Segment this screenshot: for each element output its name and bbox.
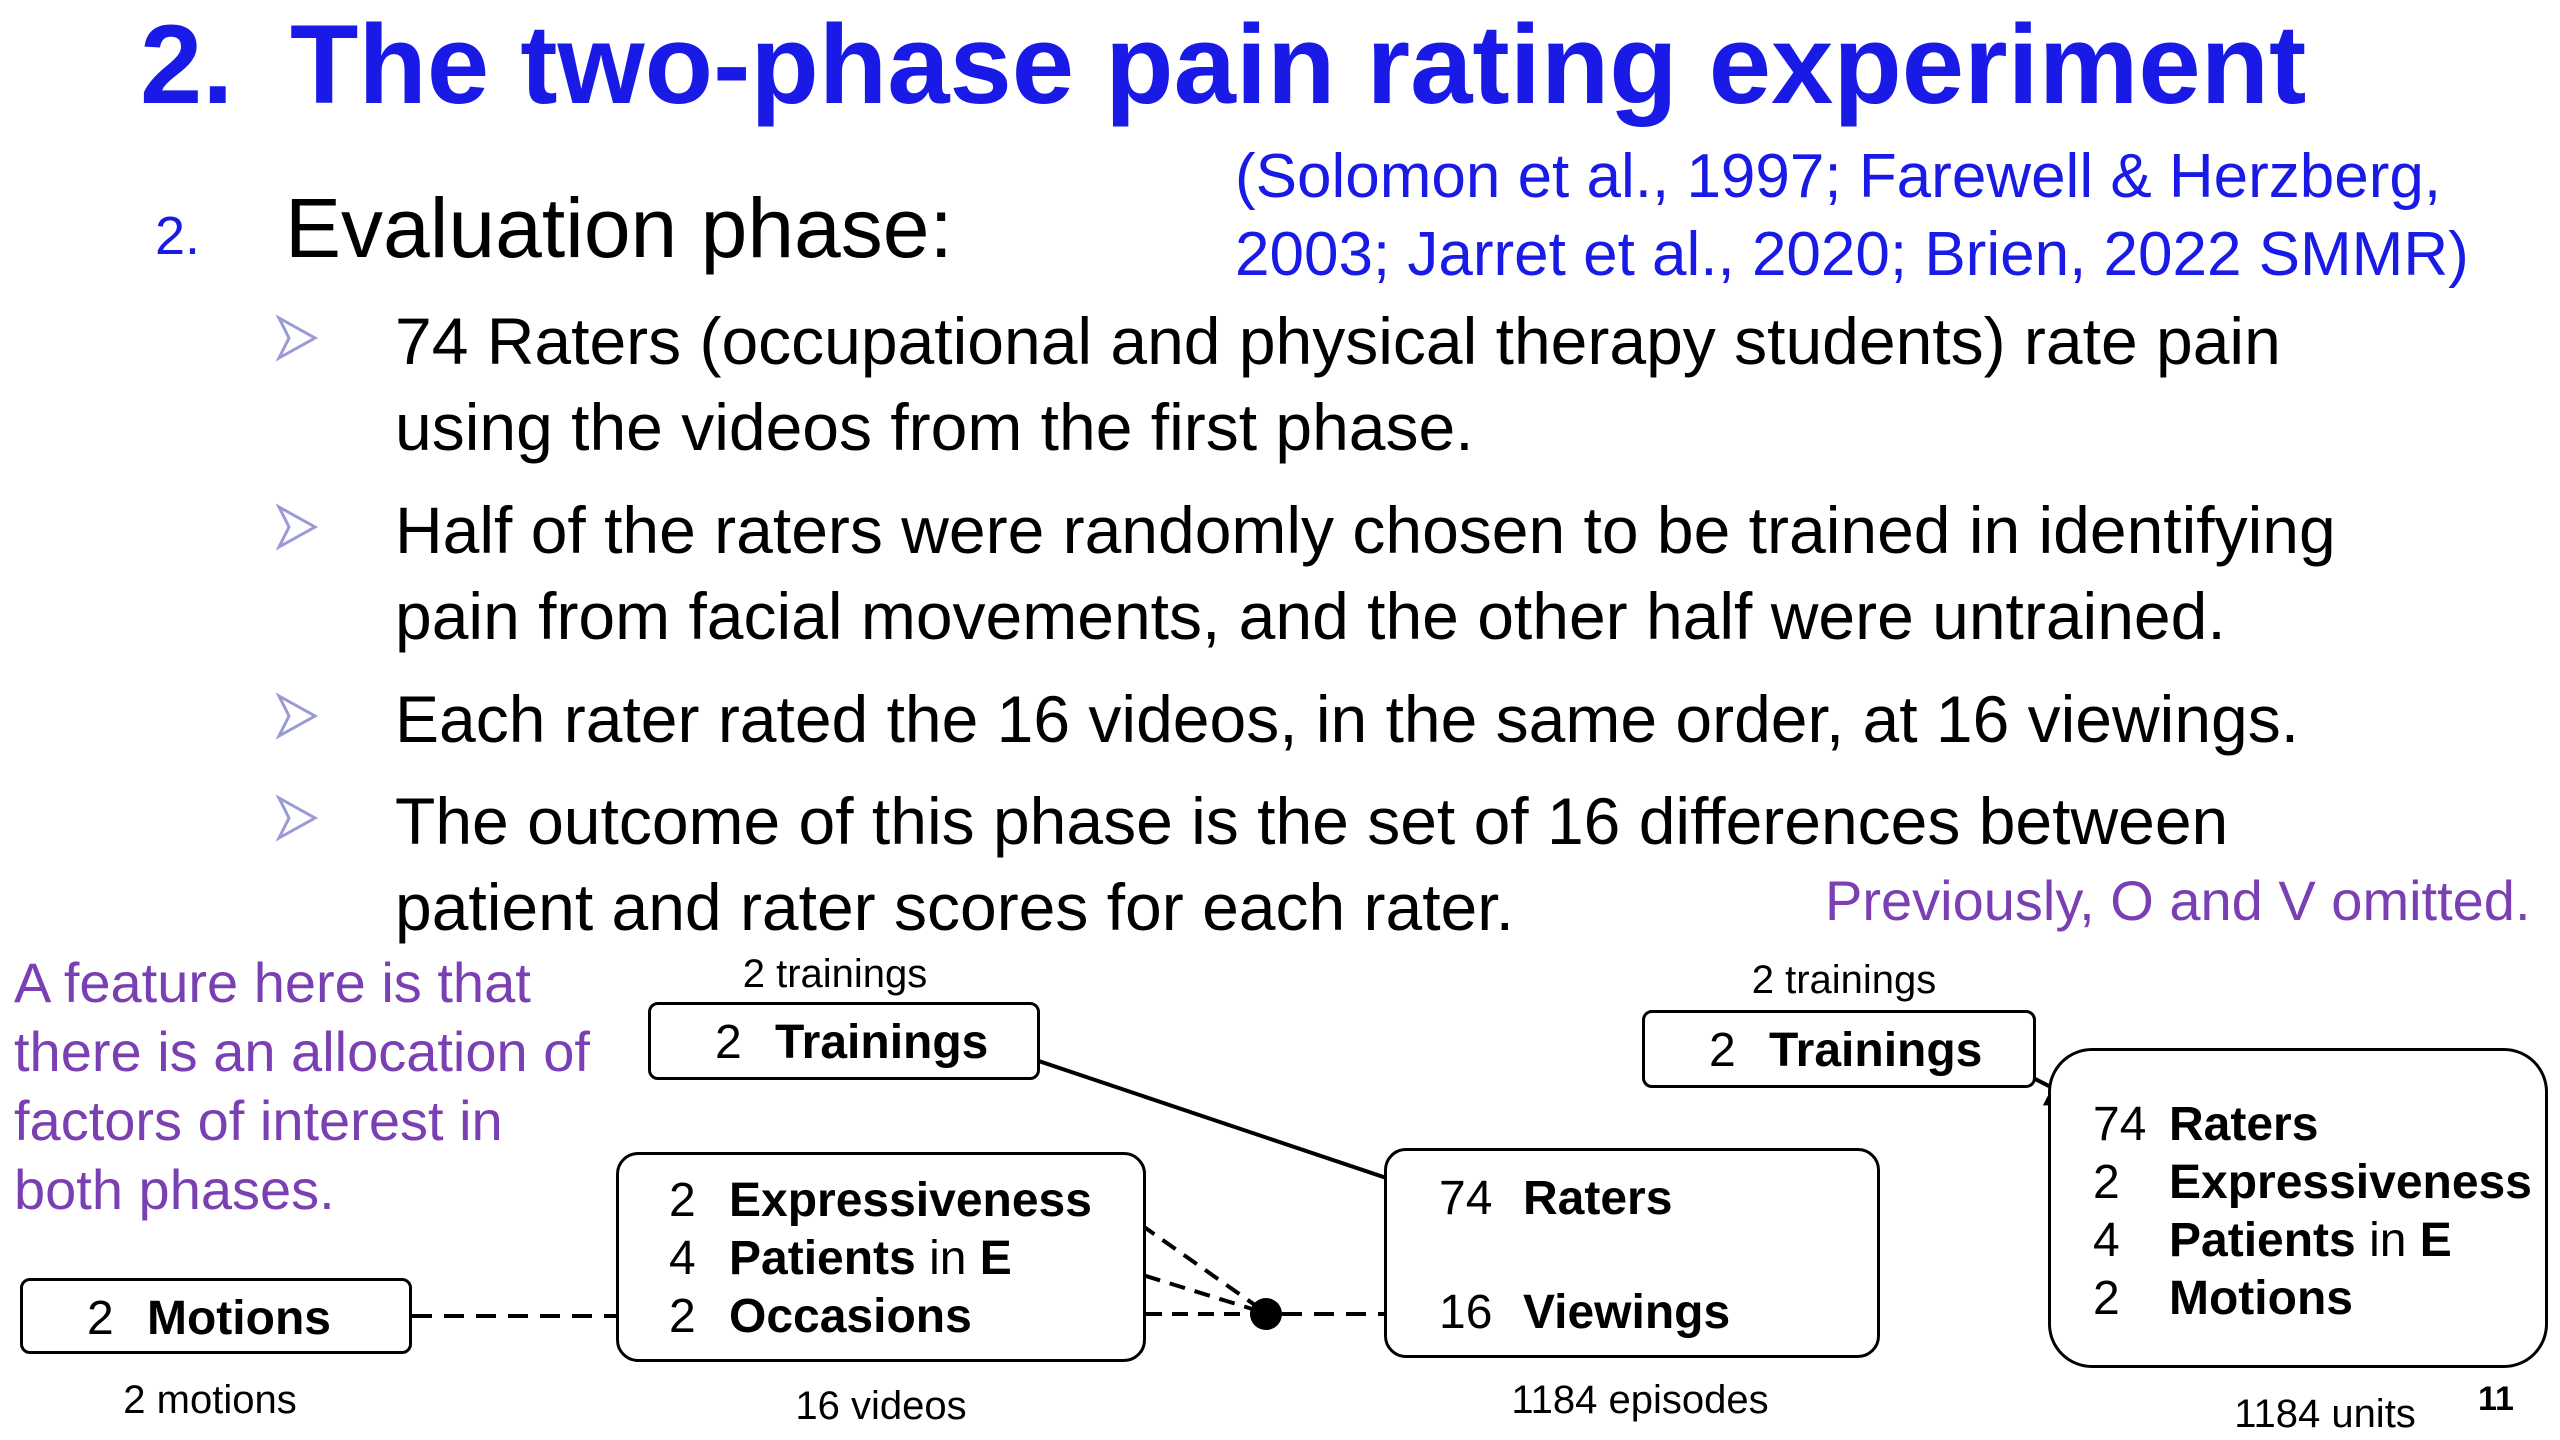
episodes-row-2-count: 16: [1439, 1286, 1493, 1339]
citation-line-2: 2003; Jarret et al., 2020; Brien, 2022 S…: [1235, 220, 2469, 289]
bullet-2-line-1: Half of the raters were randomly chosen …: [395, 493, 2336, 567]
motions-count: 2: [87, 1292, 114, 1345]
episodes-box: 74 Raters 16 Viewings: [1384, 1148, 1880, 1358]
units-row-3-suffix: in: [2355, 1214, 2420, 1267]
videos-row-3-count: 2: [669, 1290, 696, 1343]
units-row-1-count: 74: [2093, 1098, 2147, 1151]
arrowhead-bullet-icon: [275, 692, 319, 740]
trainings-left-count: 2: [715, 1016, 742, 1069]
bullet-2-line-2: pain from facial movements, and the othe…: [395, 579, 2226, 653]
videos-row-2-suffix: in: [915, 1232, 980, 1285]
units-row-4-name: Motions: [2169, 1272, 2353, 1325]
junction-dot: [1250, 1298, 1282, 1330]
arrowhead-bullet-icon: [275, 314, 319, 362]
note-left: A feature here is that there is an alloc…: [14, 951, 590, 1221]
episodes-caption: 1184 episodes: [1511, 1378, 1769, 1422]
units-row-4-count: 2: [2093, 1272, 2120, 1325]
note-right: Previously, O and V omitted.: [1825, 869, 2531, 932]
videos-row-2-count: 4: [669, 1232, 696, 1285]
bullet-4-line-2: patient and rater scores for each rater.: [395, 870, 1514, 944]
videos-caption: 16 videos: [795, 1384, 967, 1428]
arrowhead-bullet-icon: [275, 794, 319, 842]
trainings-box-right: 2 Trainings: [1642, 1010, 2036, 1088]
videos-row-3-name: Occasions: [729, 1290, 972, 1343]
section-number: 2.: [155, 206, 201, 266]
trainings-right-name: Trainings: [1769, 1024, 1983, 1077]
trainings-left-label: 2 trainings: [742, 952, 928, 996]
bullet-3-line-1: Each rater rated the 16 videos, in the s…: [395, 682, 2300, 756]
units-caption: 1184 units: [2234, 1392, 2416, 1436]
bullet-4-line-1: The outcome of this phase is the set of …: [395, 784, 2229, 858]
videos-row-2-name: Patients: [729, 1232, 916, 1285]
citation: (Solomon et al., 1997; Farewell & Herzbe…: [1235, 138, 2469, 294]
section-title: Evaluation phase:: [285, 181, 953, 275]
slide-title: 2. The two-phase pain rating experiment: [140, 0, 2306, 130]
bullet-1-line-1: 74 Raters (occupational and physical the…: [395, 304, 2281, 378]
title-number: 2.: [140, 2, 234, 127]
motions-box: 2 Motions: [20, 1278, 412, 1354]
title-text: The two-phase pain rating experiment: [290, 2, 2307, 127]
units-row-2-count: 2: [2093, 1156, 2120, 1209]
citation-line-1: (Solomon et al., 1997; Farewell & Herzbe…: [1235, 142, 2442, 211]
arrow-trainings-to-raters: [999, 1046, 1432, 1200]
videos-box: 2 Expressiveness 4 Patients in E 2 Occasion…: [616, 1152, 1146, 1362]
videos-row-2-nest: E: [979, 1232, 1012, 1285]
page-number: 11: [2478, 1380, 2514, 1418]
motions-label: Motions: [147, 1292, 331, 1345]
bullet-1-line-2: using the videos from the first phase.: [395, 390, 1474, 464]
motions-caption: 2 motions: [123, 1378, 297, 1422]
trainings-left-name: Trainings: [775, 1016, 989, 1069]
episodes-row-1-name: Raters: [1523, 1172, 1673, 1225]
videos-row-1-count: 2: [669, 1174, 696, 1227]
units-row-3-name: Patients: [2169, 1214, 2356, 1267]
units-row-3-count: 4: [2093, 1214, 2120, 1267]
units-row-1-name: Raters: [2169, 1098, 2319, 1151]
trainings-right-label: 2 trainings: [1751, 958, 1937, 1002]
videos-row-1-name: Expressiveness: [729, 1174, 1092, 1227]
trainings-right-count: 2: [1709, 1024, 1736, 1077]
episodes-row-2-name: Viewings: [1523, 1286, 1731, 1339]
episodes-row-1-count: 74: [1439, 1172, 1493, 1225]
units-row-3-nest: E: [2419, 1214, 2452, 1267]
units-box: 74 Raters 2 Expressiveness 4 Patients in E …: [2048, 1048, 2548, 1368]
units-row-2-name: Expressiveness: [2169, 1156, 2532, 1209]
trainings-box-left: 2 Trainings: [648, 1002, 1040, 1080]
arrowhead-bullet-icon: [275, 503, 319, 551]
